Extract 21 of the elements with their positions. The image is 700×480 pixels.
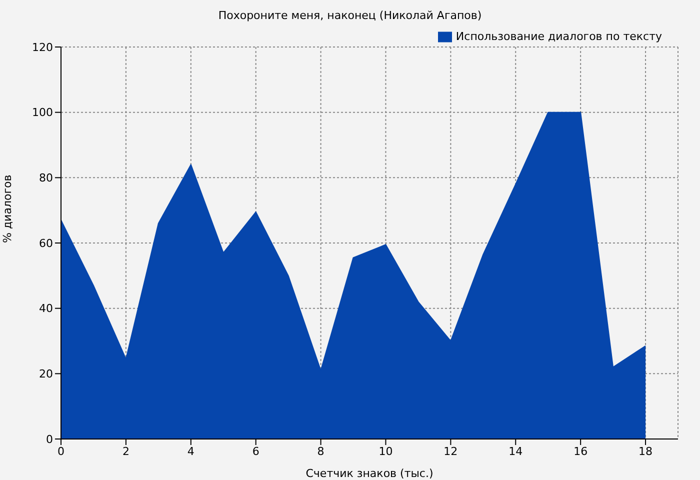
x-tick-label: 2 — [122, 444, 130, 458]
y-tick-label: 20 — [39, 368, 53, 381]
x-tick-label: 18 — [638, 444, 653, 458]
x-axis-title: Счетчик знаков (тыс.) — [306, 467, 434, 480]
x-tick-label: 12 — [444, 444, 458, 458]
y-tick-label: 120 — [32, 40, 53, 54]
y-axis-title: % диалогов — [0, 174, 14, 243]
y-tick-label: 40 — [39, 302, 53, 316]
x-tick-label: 10 — [378, 444, 393, 458]
legend-label: Использование диалогов по тексту — [456, 30, 662, 44]
x-tick-label: 8 — [317, 444, 324, 458]
y-tick-label: 60 — [39, 236, 53, 250]
chart-title: Похороните меня, наконец (Николай Агапов) — [217, 9, 483, 22]
x-tick-label: 16 — [574, 444, 588, 458]
x-tick-label: 4 — [187, 444, 194, 458]
y-tick-label: 100 — [32, 106, 53, 120]
x-tick-label: 14 — [508, 444, 523, 458]
y-tick-label: 0 — [46, 432, 53, 446]
y-tick-label: 80 — [39, 172, 53, 185]
x-tick-label: 6 — [252, 444, 260, 458]
x-tick-label: 0 — [58, 444, 64, 458]
